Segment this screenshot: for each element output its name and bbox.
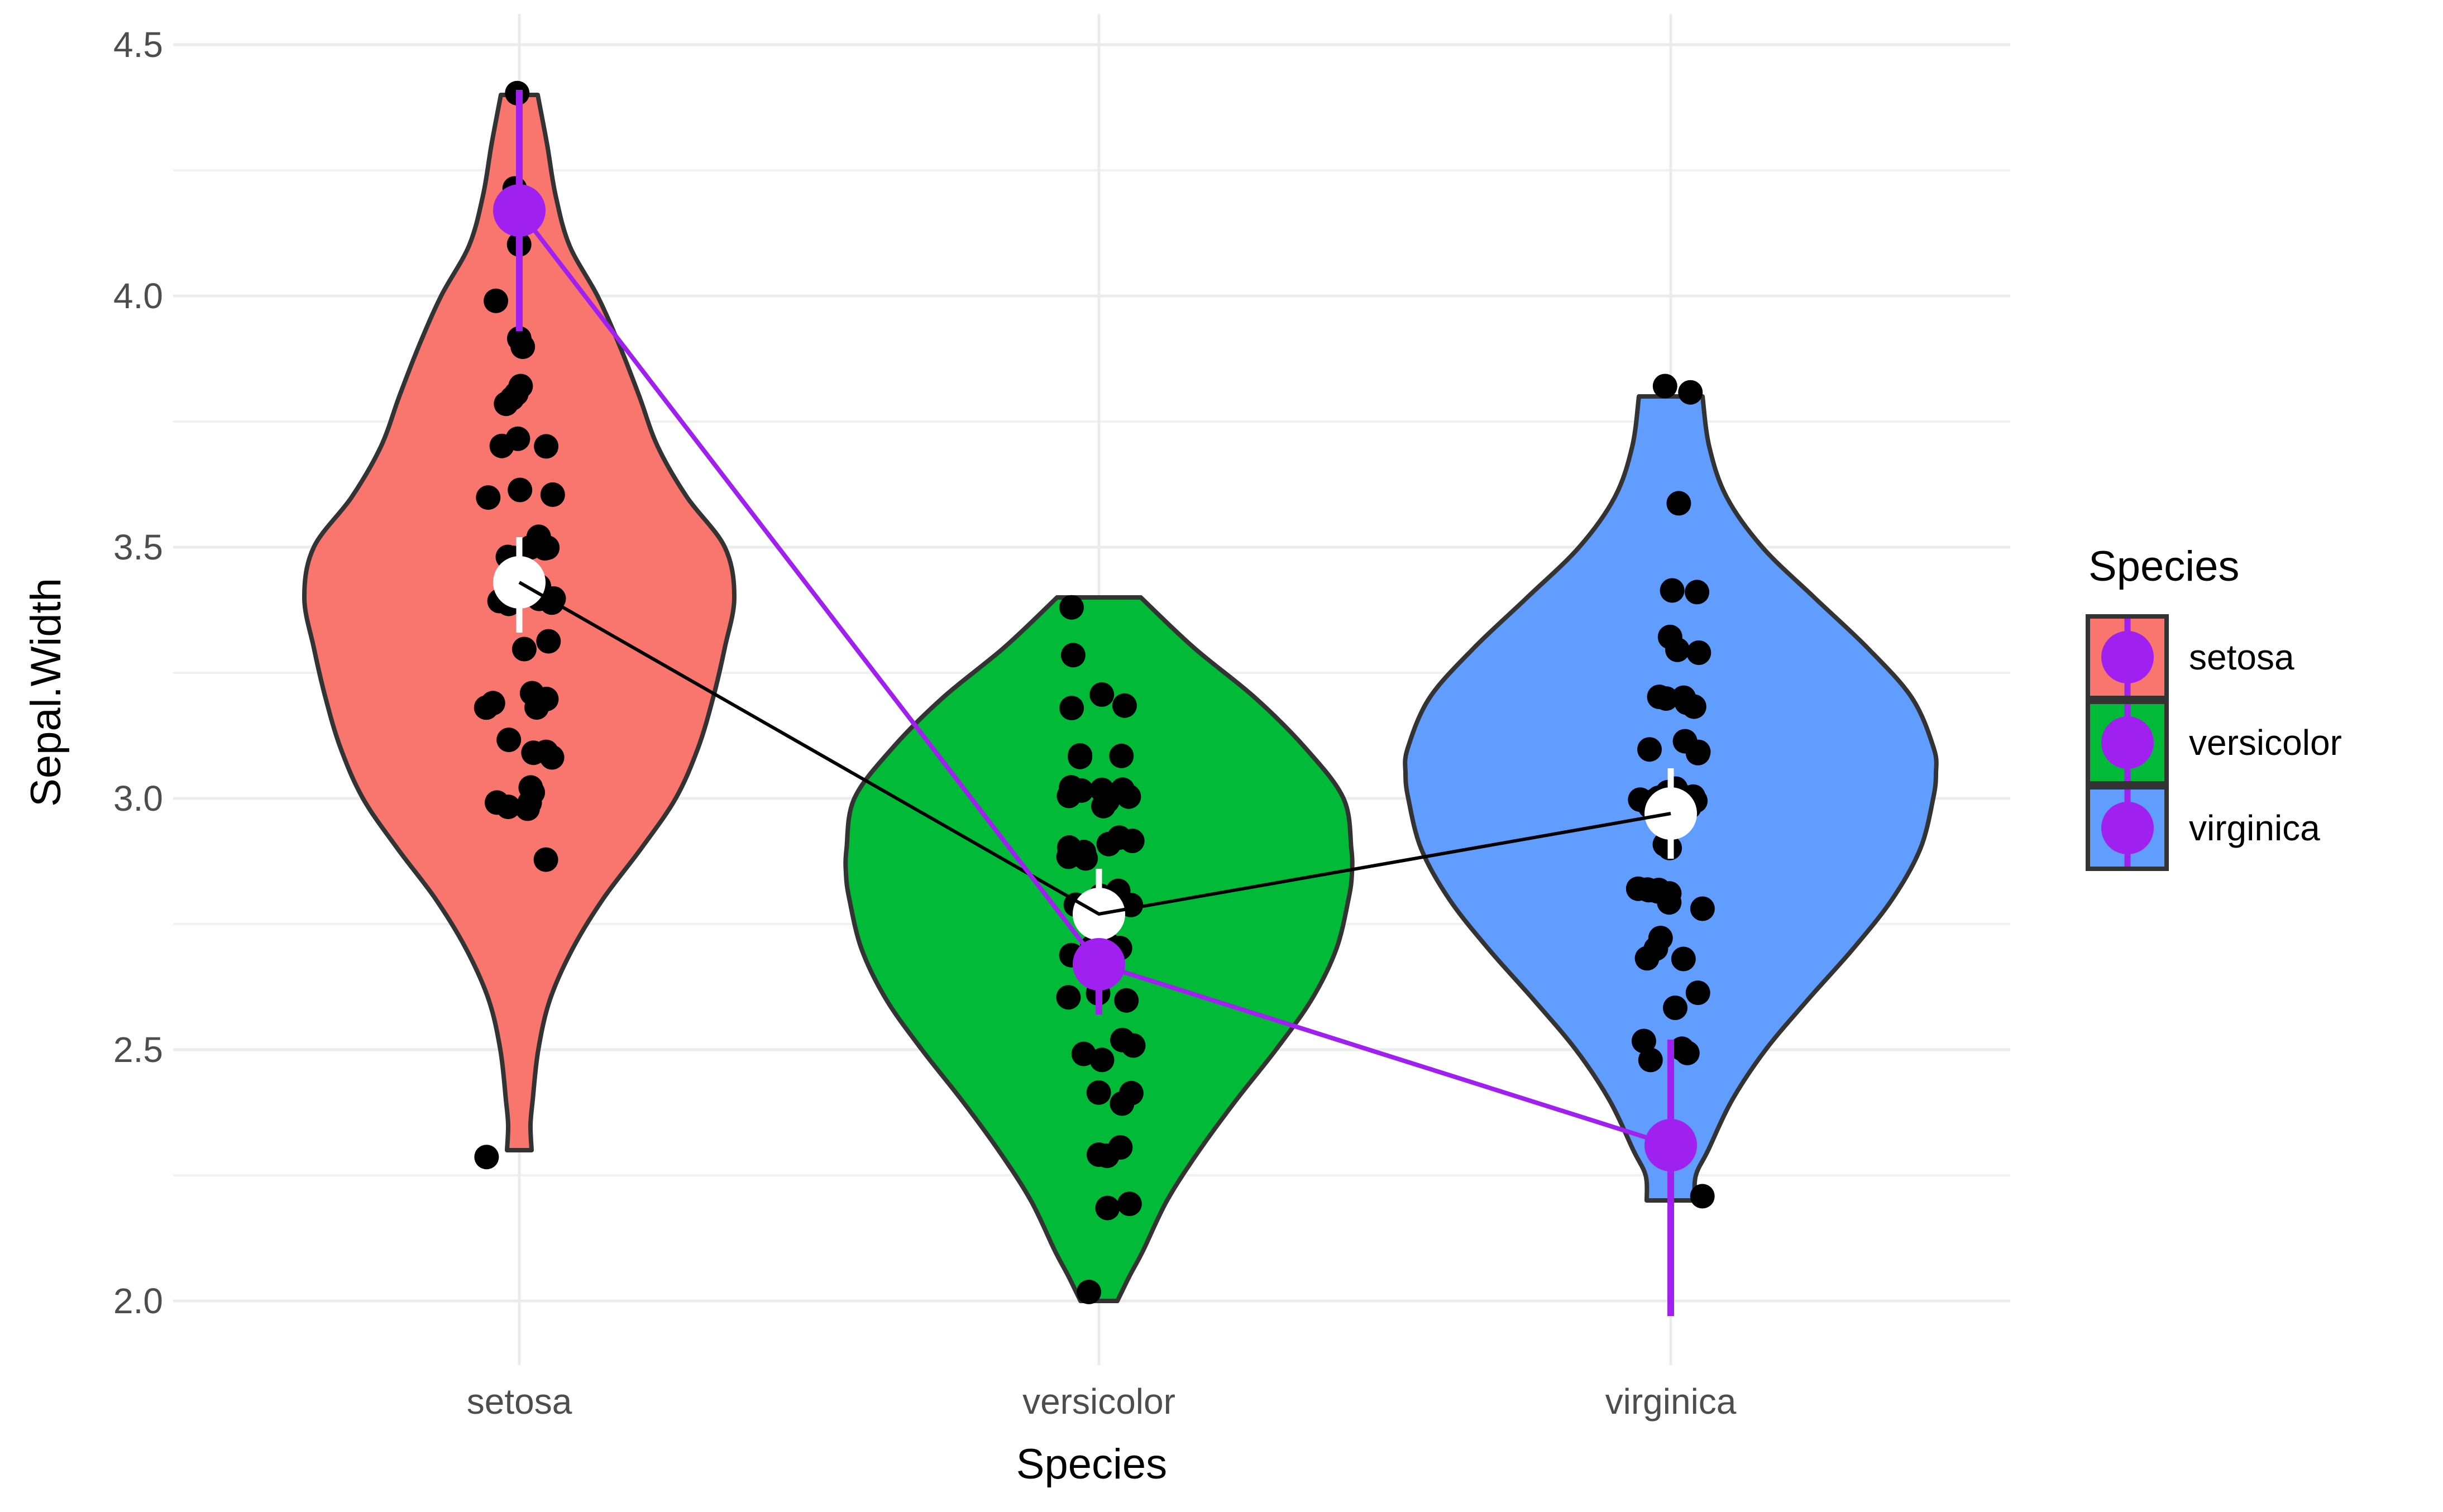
data-point <box>533 847 558 872</box>
data-point <box>508 477 533 503</box>
data-point <box>506 326 532 351</box>
jitter-points <box>474 80 1715 1304</box>
data-point <box>1638 1047 1663 1073</box>
data-point <box>505 426 530 451</box>
data-point <box>1059 696 1084 721</box>
data-point <box>508 374 533 399</box>
data-point <box>1685 980 1710 1006</box>
data-point <box>1060 643 1086 668</box>
data-point <box>519 681 544 706</box>
data-point <box>484 288 509 313</box>
data-point <box>1660 578 1685 603</box>
data-point <box>1086 1080 1111 1105</box>
data-point <box>1107 825 1132 850</box>
data-point <box>1056 985 1081 1010</box>
data-point <box>1643 936 1668 961</box>
data-point <box>494 391 519 417</box>
purple-trend-line <box>517 209 1672 1147</box>
y-tick-3.0: 3.0 <box>113 778 163 819</box>
data-point <box>1665 637 1690 662</box>
data-point <box>518 775 543 800</box>
data-point <box>1666 491 1691 516</box>
y-tick-2.5: 2.5 <box>113 1030 163 1070</box>
data-point <box>540 482 565 507</box>
data-point <box>1095 1195 1120 1221</box>
data-point <box>1637 737 1662 762</box>
data-point <box>521 740 546 765</box>
data-point <box>1110 777 1135 802</box>
legend-title: Species <box>2088 543 2239 590</box>
data-point <box>1059 595 1084 620</box>
data-point <box>1073 846 1098 871</box>
data-point <box>1675 1040 1700 1065</box>
data-point <box>1059 775 1084 800</box>
data-point <box>1121 1033 1146 1058</box>
data-point <box>1686 640 1711 665</box>
data-point <box>1089 682 1115 707</box>
y-tick-3.5: 3.5 <box>113 527 163 567</box>
data-point <box>1068 744 1093 769</box>
x-tick-setosa: setosa <box>467 1381 572 1422</box>
data-point <box>1114 988 1139 1013</box>
data-point <box>1118 1080 1144 1106</box>
data-point <box>485 790 509 815</box>
data-point <box>1671 685 1696 710</box>
data-point <box>1112 693 1137 718</box>
y-tick-2.0: 2.0 <box>113 1281 163 1321</box>
legend-label-setosa: setosa <box>2189 637 2294 677</box>
mean-trend-line <box>518 581 1671 916</box>
summary-stats <box>493 90 1697 1316</box>
data-point <box>1626 876 1651 901</box>
data-point <box>474 1145 499 1170</box>
legend-key-virginica <box>2086 785 2169 871</box>
data-point <box>1631 1028 1656 1054</box>
data-point <box>1077 1279 1101 1304</box>
data-point <box>1671 946 1696 972</box>
legend-key-versicolor <box>2086 700 2169 786</box>
data-point <box>1678 380 1703 405</box>
legend-label-virginica: virginica <box>2189 808 2320 848</box>
y-tick-4.0: 4.0 <box>113 276 163 316</box>
data-point <box>536 629 561 654</box>
data-point <box>1109 743 1134 768</box>
data-point <box>1685 580 1710 605</box>
legend-key-setosa <box>2086 614 2169 700</box>
data-point <box>1690 896 1715 921</box>
data-point <box>1094 1143 1120 1169</box>
data-point <box>496 728 522 753</box>
data-point <box>476 485 501 510</box>
data-point <box>1071 1041 1096 1066</box>
data-point <box>1653 686 1679 711</box>
data-point <box>1657 890 1682 915</box>
data-point <box>1663 996 1687 1020</box>
data-point <box>1089 777 1115 802</box>
data-point <box>534 434 559 459</box>
data-point <box>532 536 557 561</box>
data-point <box>480 691 505 716</box>
data-point <box>1652 374 1677 399</box>
data-point <box>511 637 537 662</box>
axis-labels: 2.0 2.5 3.0 3.5 4.0 4.5 setosa versicolo… <box>22 25 1737 1488</box>
data-point <box>1117 1192 1142 1217</box>
y-tick-4.5: 4.5 <box>113 25 163 65</box>
legend: Species setosa versicolor virginica <box>2086 543 2342 871</box>
x-axis-title: Species <box>1016 1441 1167 1488</box>
data-point <box>1685 740 1710 765</box>
legend-label-versicolor: versicolor <box>2189 722 2342 763</box>
x-tick-versicolor: versicolor <box>1022 1381 1175 1422</box>
data-point <box>1690 1184 1715 1209</box>
y-axis-title: Sepal.Width <box>22 578 70 807</box>
x-tick-virginica: virginica <box>1605 1381 1737 1422</box>
